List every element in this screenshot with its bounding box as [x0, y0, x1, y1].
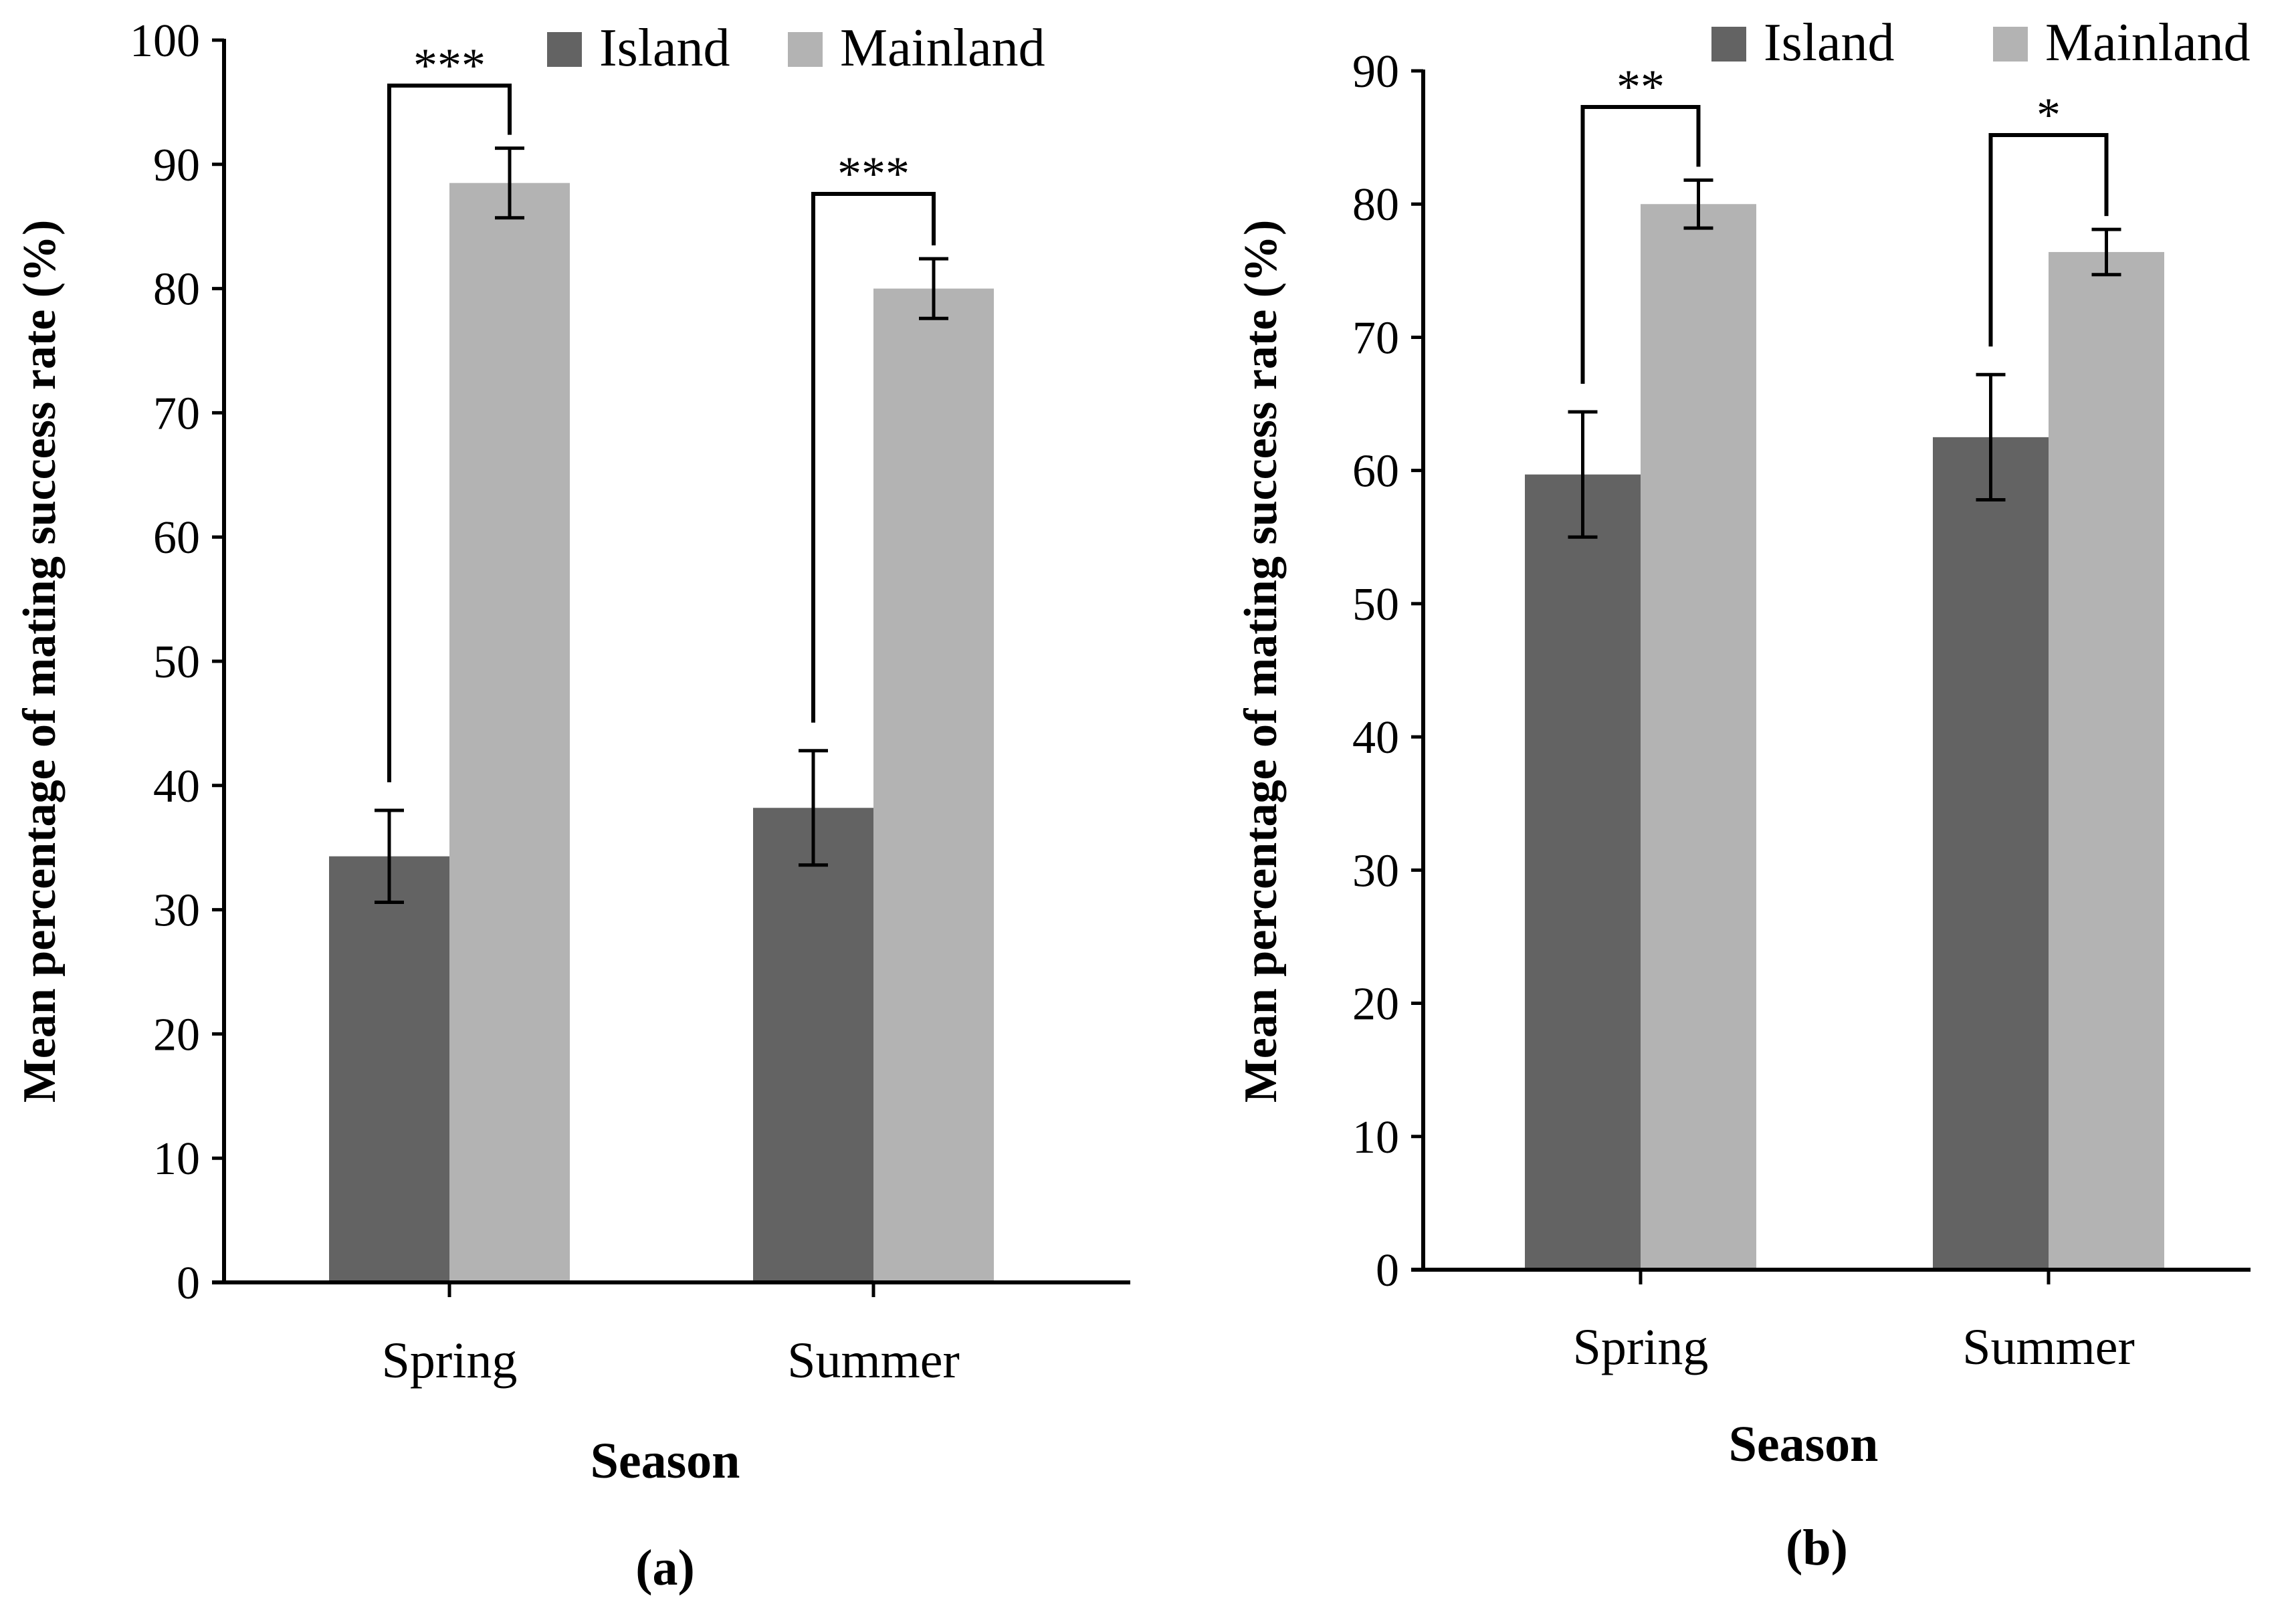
legend-label-island: Island [1764, 13, 1895, 72]
y-tick-label: 90 [153, 140, 200, 191]
bar-mainland-spring [1641, 204, 1756, 1270]
y-tick-label: 0 [177, 1258, 200, 1309]
x-axis-title: Season [1729, 1416, 1879, 1472]
y-axis-title: Mean percentage of mating success rate (… [14, 220, 66, 1103]
y-tick-label: 20 [153, 1009, 200, 1060]
x-axis-title: Season [591, 1433, 740, 1489]
significance-label-spring: ** [1616, 60, 1665, 114]
y-tick-label: 90 [1352, 46, 1399, 98]
bar-island-summer [1933, 437, 2049, 1270]
y-tick-label: 10 [153, 1133, 200, 1185]
x-category-label-spring: Spring [382, 1333, 518, 1389]
legend-swatch-mainland [788, 32, 823, 67]
y-axis-title: Mean percentage of mating success rate (… [1235, 220, 1287, 1103]
y-tick-label: 0 [1376, 1245, 1399, 1296]
significance-label-summer: *** [837, 147, 910, 201]
bar-island-summer [753, 808, 873, 1282]
y-tick-label: 60 [1352, 446, 1399, 497]
legend-swatch-island [547, 32, 582, 67]
legend-label-island: Island [599, 19, 730, 78]
y-tick-label: 30 [1352, 845, 1399, 897]
y-tick-label: 10 [1352, 1112, 1399, 1163]
panel-label: (b) [1786, 1520, 1848, 1576]
significance-bracket-spring [1580, 105, 1701, 384]
legend-label-mainland: Mainland [840, 19, 1045, 78]
legend-swatch-mainland [1993, 27, 2028, 62]
y-tick-label: 20 [1352, 979, 1399, 1030]
bar-island-spring [329, 856, 449, 1282]
y-tick-label: 50 [1352, 579, 1399, 631]
y-tick-label: 80 [1352, 179, 1399, 231]
y-tick-label: 100 [130, 15, 200, 67]
y-tick-label: 60 [153, 512, 200, 564]
significance-bracket-spring [387, 84, 512, 782]
x-category-label-spring: Spring [1573, 1319, 1709, 1375]
bar-mainland-summer [2049, 251, 2164, 1270]
bar-mainland-summer [873, 288, 994, 1283]
significance-label-summer: * [2037, 88, 2061, 142]
y-tick-label: 50 [153, 637, 200, 688]
panel-label: (a) [635, 1540, 695, 1596]
panel-a-chart: *** *** 0 10 20 30 40 50 60 70 80 90 100 Spring Summer… [14, 15, 1130, 1596]
y-tick-label: 70 [1352, 312, 1399, 364]
legend-label-mainland: Mainland [2045, 13, 2251, 72]
y-tick-label: 80 [153, 264, 200, 316]
x-category-label-summer: Summer [1962, 1319, 2135, 1375]
significance-label-spring: *** [413, 39, 486, 92]
bar-island-spring [1525, 474, 1641, 1270]
y-tick-label: 40 [1352, 712, 1399, 764]
legend-swatch-island [1711, 27, 1746, 62]
y-tick-label: 70 [153, 388, 200, 439]
bar-mainland-spring [449, 183, 570, 1282]
y-tick-label: 40 [153, 761, 200, 812]
x-category-label-summer: Summer [787, 1333, 960, 1389]
significance-bracket-summer [811, 192, 936, 723]
significance-bracket-summer [1988, 133, 2109, 347]
y-tick-label: 30 [153, 885, 200, 937]
